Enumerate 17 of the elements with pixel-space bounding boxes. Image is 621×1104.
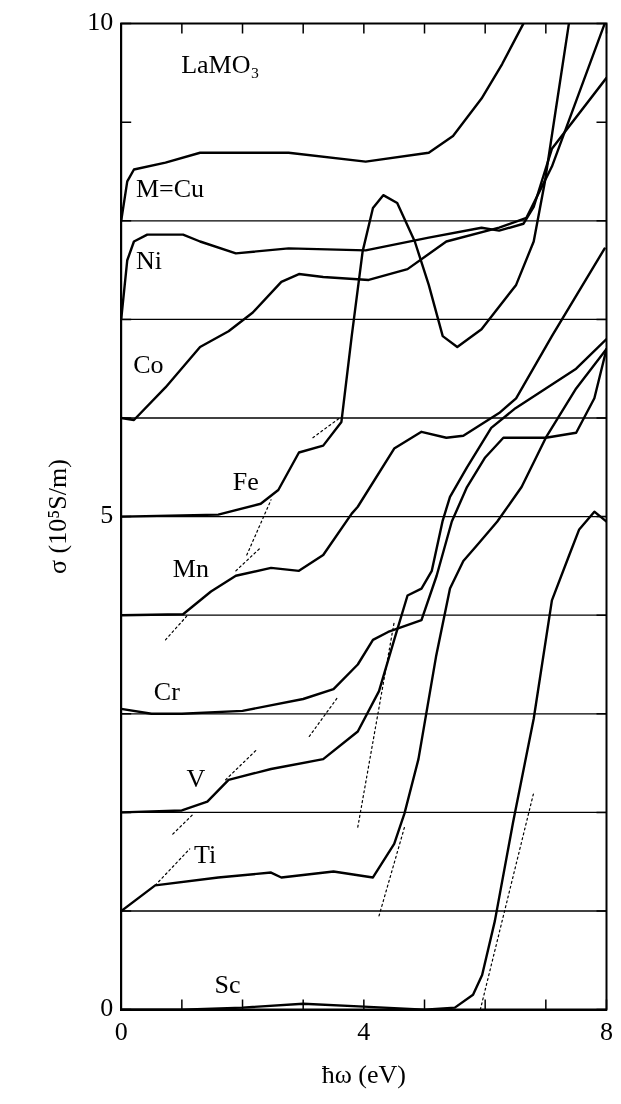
y-tick-label: 10 (87, 7, 114, 37)
annotation: LaMO₃ (181, 50, 260, 80)
y-axis-title: σ (10⁵S/m) (43, 459, 73, 575)
series-label: Fe (232, 466, 259, 496)
y-tick-label: 0 (100, 993, 114, 1023)
series-label: Ti (194, 840, 217, 870)
series-label: Cr (153, 676, 181, 706)
x-tick-label: 4 (357, 1017, 371, 1047)
series-label: V (186, 764, 206, 794)
x-tick-label: 8 (600, 1017, 613, 1047)
series-label: Co (133, 350, 164, 380)
series-label: Mn (172, 554, 209, 584)
series-label: Sc (214, 970, 241, 1000)
series-label: M=Cu (135, 174, 205, 204)
y-tick-label: 5 (100, 500, 114, 530)
x-axis-title: ħω (eV) (321, 1060, 406, 1090)
series-label: Ni (135, 246, 162, 276)
